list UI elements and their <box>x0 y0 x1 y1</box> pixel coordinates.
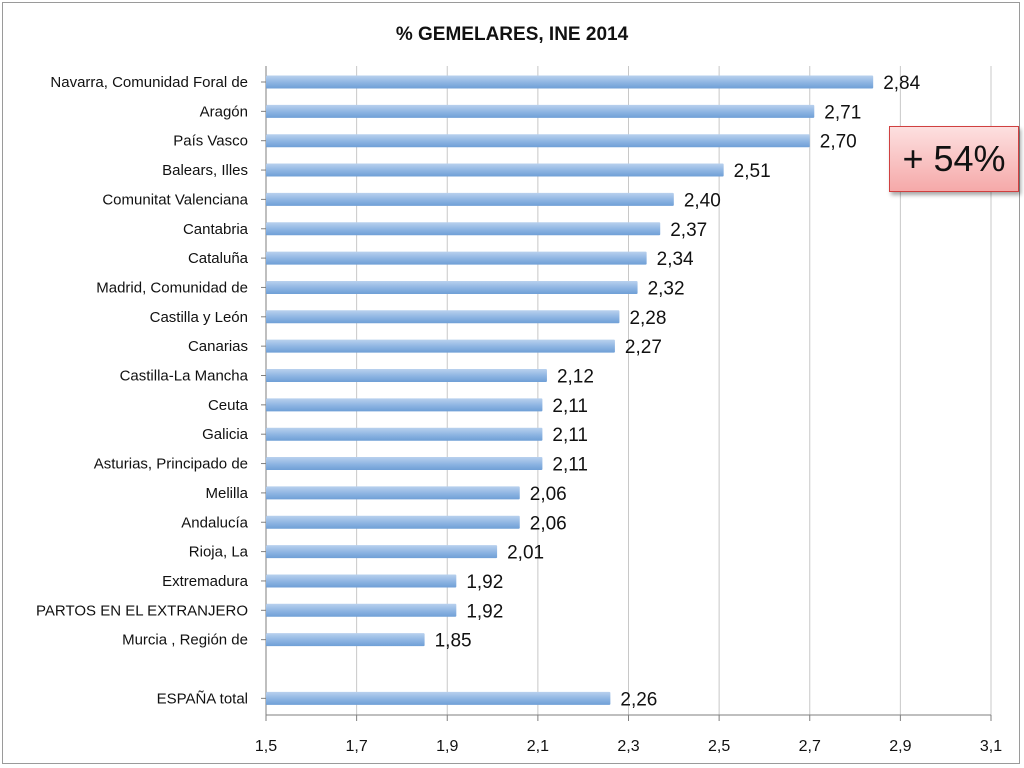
category-label: Navarra, Comunidad Foral de <box>50 74 248 91</box>
data-label: 2,11 <box>552 425 588 446</box>
bar <box>266 398 543 412</box>
tick-label: 2,5 <box>708 738 730 755</box>
data-label: 2,01 <box>507 543 544 564</box>
bar <box>266 486 520 500</box>
data-label: 2,84 <box>883 73 920 94</box>
category-label: Asturias, Principado de <box>94 456 248 473</box>
category-label: Ceuta <box>208 397 249 414</box>
chart-title: % GEMELARES, INE 2014 <box>396 24 629 45</box>
category-label: Murcia , Región de <box>122 632 248 649</box>
gridlines <box>265 66 992 716</box>
category-label: Rioja, La <box>189 544 249 561</box>
bar <box>266 339 615 353</box>
category-label: ESPAÑA total <box>157 690 248 707</box>
data-label: 1,92 <box>466 572 503 593</box>
value-labels: 2,84 2,71 2,70 2,51 2,40 2,37 2,34 2,32 2,28 2,27… <box>435 73 921 710</box>
data-label: 2,06 <box>530 484 567 505</box>
category-label: Canarias <box>188 338 248 355</box>
data-label: 2,32 <box>648 278 685 299</box>
bar <box>266 104 815 118</box>
bars <box>266 75 874 705</box>
category-label: Castilla-La Mancha <box>120 368 249 385</box>
tick-label: 2,3 <box>617 738 639 755</box>
bar <box>266 457 543 471</box>
category-label: PARTOS EN EL EXTRANJERO <box>36 602 248 619</box>
category-label: Andalucía <box>181 514 248 531</box>
category-label: Comunitat Valenciana <box>102 191 248 208</box>
bar <box>266 369 547 382</box>
category-label: Castilla y León <box>150 309 248 326</box>
bar <box>266 280 638 294</box>
bar <box>266 310 620 324</box>
bar <box>266 545 498 559</box>
tick-label: 2,7 <box>799 738 821 755</box>
data-label: 2,12 <box>557 367 594 388</box>
bar <box>266 633 425 647</box>
category-label: Cantabria <box>183 221 249 238</box>
data-label: 2,71 <box>824 102 861 123</box>
data-label: 2,11 <box>552 455 588 476</box>
bar <box>266 163 724 177</box>
category-label: Extremadura <box>162 573 249 590</box>
tick-label: 2,1 <box>527 738 549 755</box>
category-label: Aragón <box>200 103 248 120</box>
data-label: 2,40 <box>684 190 721 211</box>
tick-label: 1,5 <box>255 738 277 755</box>
category-label: Galicia <box>202 426 249 443</box>
tick-label: 2,9 <box>889 738 911 755</box>
bar <box>266 75 874 89</box>
bar <box>266 222 661 236</box>
bar <box>266 251 647 265</box>
data-label: 2,11 <box>552 396 588 417</box>
data-label: 2,51 <box>734 161 771 182</box>
bar <box>266 427 543 441</box>
bar <box>266 691 611 705</box>
data-label: 2,06 <box>530 513 567 534</box>
data-label: 2,37 <box>670 220 707 241</box>
data-label: 1,85 <box>435 631 472 652</box>
category-label: Madrid, Comunidad de <box>96 279 248 296</box>
bar <box>266 515 520 529</box>
data-label: 2,28 <box>629 308 666 329</box>
tick-label: 1,9 <box>436 738 458 755</box>
category-labels: Navarra, Comunidad Foral de Aragón País Va… <box>36 74 266 707</box>
x-axis-ticks: 1,5 1,7 1,9 2,1 2,3 2,5 2,7 2,9 3,1 <box>255 715 1002 755</box>
data-label: 2,26 <box>620 689 657 710</box>
bar <box>266 603 457 617</box>
data-label: 1,92 <box>466 601 503 622</box>
category-label: Melilla <box>205 485 248 502</box>
data-label: 2,27 <box>625 337 662 358</box>
data-label: 2,70 <box>820 132 857 153</box>
tick-label: 3,1 <box>980 738 1002 755</box>
data-label: 2,34 <box>657 249 694 270</box>
bar <box>266 192 674 206</box>
category-label: Balears, Illes <box>162 162 248 179</box>
category-label: País Vasco <box>173 133 248 150</box>
tick-label: 1,7 <box>346 738 368 755</box>
bar <box>266 574 457 588</box>
bar <box>266 134 810 148</box>
category-label: Cataluña <box>188 250 249 267</box>
percentage-callout: + 54% <box>889 126 1019 192</box>
